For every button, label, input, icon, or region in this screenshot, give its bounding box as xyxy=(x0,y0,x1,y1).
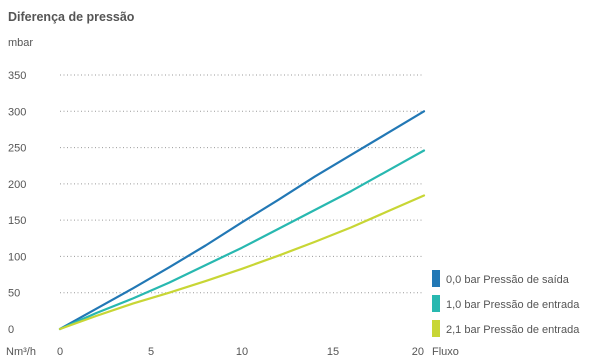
legend-swatch-1 xyxy=(432,270,440,287)
chart-title: Diferença de pressão xyxy=(8,10,135,24)
legend-swatch-2 xyxy=(432,295,440,312)
y-tick-label: 350 xyxy=(8,70,26,82)
x-tick-label: 0 xyxy=(57,346,63,358)
x-tick-label: 15 xyxy=(327,346,339,358)
legend: 0,0 bar Pressão de saída 1,0 bar Pressão … xyxy=(432,270,580,337)
axis-ticks: 0 50 100 150 200 250 300 350 0 5 10 15 20 xyxy=(8,70,424,358)
y-tick-label: 0 xyxy=(8,324,14,336)
x-tick-label: 10 xyxy=(236,346,248,358)
series-line-3 xyxy=(58,194,426,331)
y-tick-label: 150 xyxy=(8,215,26,227)
legend-label-1: 0,0 bar Pressão de saída xyxy=(446,274,570,286)
series-line-1 xyxy=(58,110,426,331)
series-lines xyxy=(58,110,426,331)
series-line-2 xyxy=(58,149,426,331)
y-tick-label: 50 xyxy=(8,288,20,300)
y-tick-label: 300 xyxy=(8,106,26,118)
y-axis-unit: mbar xyxy=(8,37,33,49)
y-tick-label: 200 xyxy=(8,179,26,191)
y-tick-label: 100 xyxy=(8,251,26,263)
x-tick-label: 20 xyxy=(412,346,424,358)
grid xyxy=(60,74,424,294)
x-axis-label: Fluxo xyxy=(432,346,459,358)
legend-swatch-3 xyxy=(432,320,440,337)
legend-label-3: 2,1 bar Pressão de entrada xyxy=(446,324,580,336)
y-tick-label: 250 xyxy=(8,143,26,155)
x-tick-label: 5 xyxy=(148,346,154,358)
x-axis-unit: Nm³/h xyxy=(6,346,36,358)
legend-label-2: 1,0 bar Pressão de entrada xyxy=(446,299,580,311)
